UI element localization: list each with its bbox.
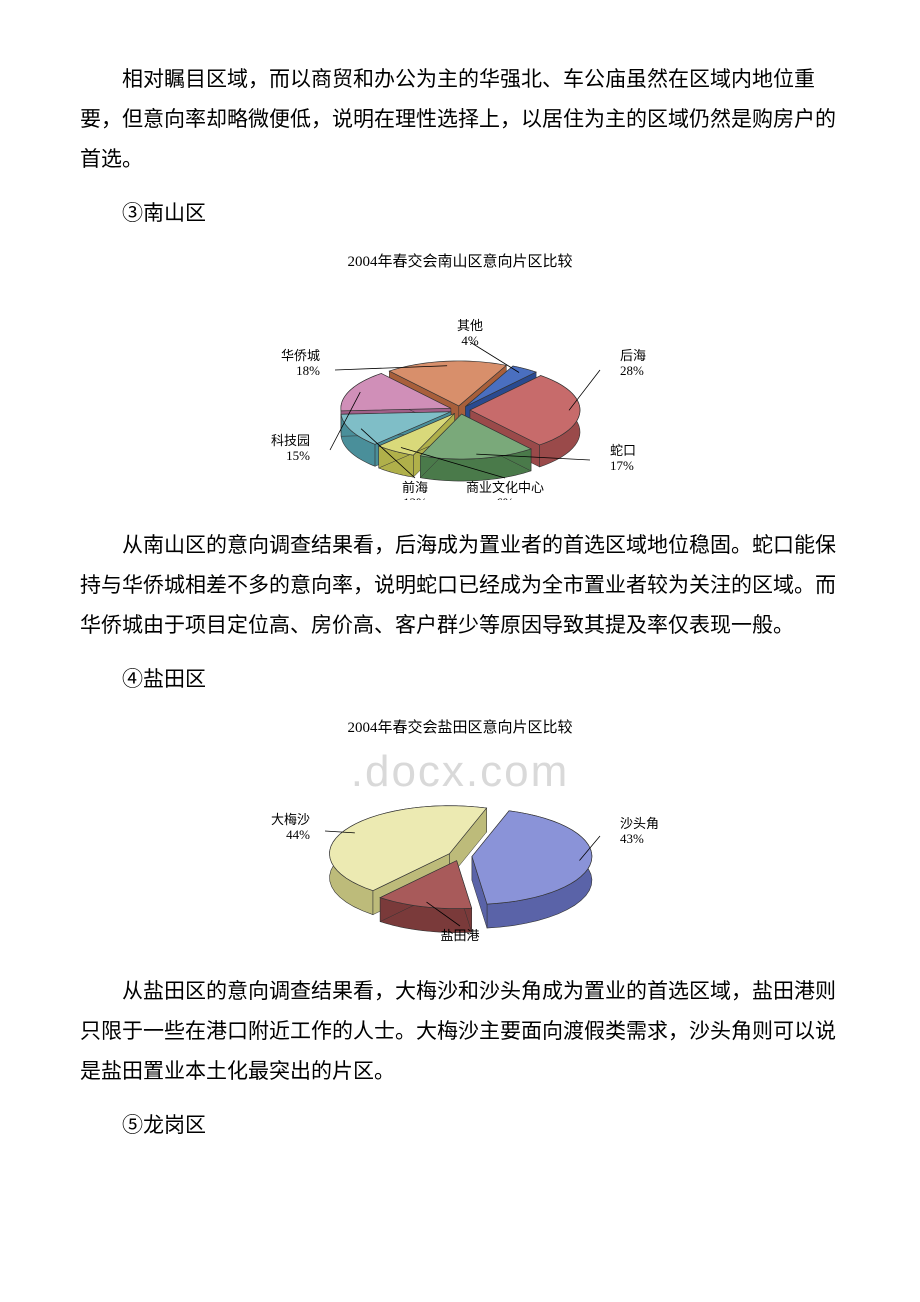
svg-text:商业文化中心: 商业文化中心 (466, 480, 544, 495)
svg-text:6%: 6% (496, 495, 514, 500)
pie-chart-nanshan: 后海28% 蛇口17% 商业文化中心6% 前海12% 科技园15% 华侨城18% 其他4% (220, 300, 700, 500)
heading-yantian: ④盐田区 (80, 660, 840, 700)
svg-text:科技园: 科技园 (271, 433, 310, 448)
svg-text:18%: 18% (296, 363, 320, 378)
svg-text:44%: 44% (286, 827, 310, 842)
heading-nanshan: ③南山区 (80, 194, 840, 234)
svg-text:43%: 43% (620, 831, 644, 846)
document-page: 相对瞩目区域，而以商贸和办公为主的华强北、车公庙虽然在区域内地位重要，但意向率却… (80, 60, 840, 1146)
paragraph-intro: 相对瞩目区域，而以商贸和办公为主的华强北、车公庙虽然在区域内地位重要，但意向率却… (80, 60, 840, 180)
svg-text:13%: 13% (448, 943, 472, 946)
svg-text:17%: 17% (610, 458, 634, 473)
pie-chart-yantian: 沙头角43% 盐田港13% 大梅沙44% (220, 766, 700, 946)
chart-yantian: 沙头角43% 盐田港13% 大梅沙44% (80, 766, 840, 946)
chart-yantian-title: 2004年春交会盐田区意向片区比较 (80, 714, 840, 743)
svg-text:盐田港: 盐田港 (440, 928, 479, 943)
paragraph-yantian: 从盐田区的意向调查结果看，大梅沙和沙头角成为置业的首选区域，盐田港则只限于一些在… (80, 972, 840, 1092)
svg-text:蛇口: 蛇口 (610, 443, 636, 458)
svg-text:15%: 15% (286, 448, 310, 463)
chart-nanshan-title: 2004年春交会南山区意向片区比较 (80, 248, 840, 277)
svg-text:沙头角: 沙头角 (620, 816, 659, 831)
svg-text:4%: 4% (461, 333, 479, 348)
svg-text:12%: 12% (403, 495, 427, 500)
svg-text:大梅沙: 大梅沙 (271, 812, 310, 827)
paragraph-nanshan: 从南山区的意向调查结果看，后海成为置业者的首选区域地位稳固。蛇口能保持与华侨城相… (80, 526, 840, 646)
chart-nanshan: 后海28% 蛇口17% 商业文化中心6% 前海12% 科技园15% 华侨城18% 其他4% (80, 300, 840, 500)
svg-text:华侨城: 华侨城 (281, 348, 320, 363)
svg-text:其他: 其他 (457, 318, 483, 333)
svg-text:后海: 后海 (620, 348, 646, 363)
svg-text:前海: 前海 (402, 480, 428, 495)
svg-text:28%: 28% (620, 363, 644, 378)
heading-longgang: ⑤龙岗区 (80, 1106, 840, 1146)
